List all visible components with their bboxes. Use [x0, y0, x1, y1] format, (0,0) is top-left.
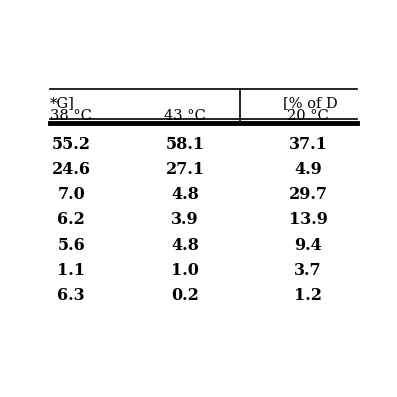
Text: 0.2: 0.2 [171, 287, 199, 304]
Text: 9.4: 9.4 [294, 237, 322, 254]
Text: 58.1: 58.1 [166, 136, 204, 153]
Text: *G]: *G] [50, 96, 75, 110]
Text: 4.8: 4.8 [171, 237, 199, 254]
Text: 7.0: 7.0 [57, 187, 85, 203]
Text: 6.2: 6.2 [57, 212, 85, 229]
Text: [% of D: [% of D [283, 96, 338, 110]
Text: 13.9: 13.9 [289, 212, 328, 229]
Text: 37.1: 37.1 [289, 136, 328, 153]
Text: 29.7: 29.7 [289, 187, 328, 203]
Text: 27.1: 27.1 [166, 161, 204, 178]
Text: 38 °C: 38 °C [50, 109, 92, 123]
Text: 24.6: 24.6 [52, 161, 91, 178]
Text: 5.6: 5.6 [57, 237, 85, 254]
Text: 3.9: 3.9 [171, 212, 199, 229]
Text: 4.8: 4.8 [171, 187, 199, 203]
Text: 1.1: 1.1 [57, 262, 85, 279]
Text: 55.2: 55.2 [52, 136, 91, 153]
Text: 1.2: 1.2 [294, 287, 322, 304]
Text: 3.7: 3.7 [294, 262, 322, 279]
Text: 1.0: 1.0 [171, 262, 199, 279]
Text: 4.9: 4.9 [294, 161, 322, 178]
Text: 20 °C: 20 °C [287, 109, 329, 123]
Text: 6.3: 6.3 [57, 287, 85, 304]
Text: 43 °C: 43 °C [164, 109, 206, 123]
